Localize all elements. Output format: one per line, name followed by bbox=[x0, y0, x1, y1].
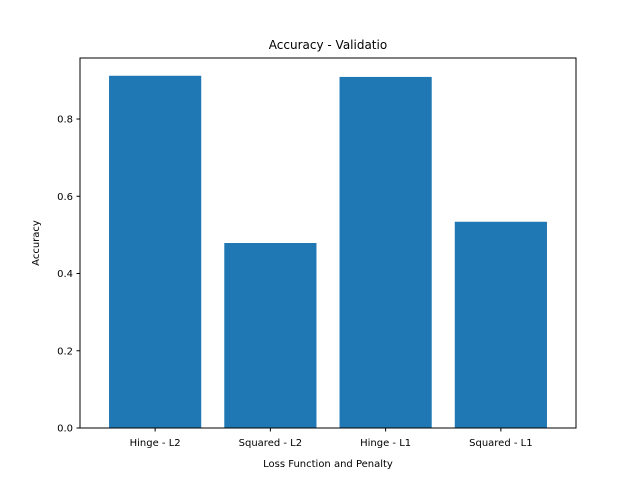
y-tick-label-3: 0.6 bbox=[57, 192, 73, 203]
chart-title: Accuracy - Validatio bbox=[269, 38, 387, 52]
x-tick-label-3: Squared - L1 bbox=[469, 438, 532, 449]
bars-group bbox=[109, 75, 547, 429]
x-tick-label-0: Hinge - L2 bbox=[130, 438, 181, 449]
y-tick-label-4: 0.8 bbox=[57, 115, 73, 126]
x-tick-label-2: Hinge - L1 bbox=[360, 438, 411, 449]
x-axis-label: Loss Function and Penalty bbox=[263, 459, 393, 470]
bar-2 bbox=[339, 76, 432, 429]
bar-3 bbox=[454, 221, 547, 428]
bar-1 bbox=[224, 243, 317, 428]
y-tick-label-1: 0.2 bbox=[57, 346, 73, 357]
y-tick-label-2: 0.4 bbox=[57, 269, 73, 280]
y-axis-label: Accuracy bbox=[31, 220, 42, 266]
plot-area-frame bbox=[79, 57, 577, 429]
x-axis: Hinge - L2 Squared - L2 Hinge - L1 Squared … bbox=[130, 428, 533, 449]
y-axis: 0.0 0.2 0.4 0.6 0.8 bbox=[57, 115, 80, 435]
bar-0 bbox=[109, 75, 202, 429]
x-tick-label-1: Squared - L2 bbox=[239, 438, 302, 449]
y-tick-label-0: 0.0 bbox=[57, 424, 73, 435]
